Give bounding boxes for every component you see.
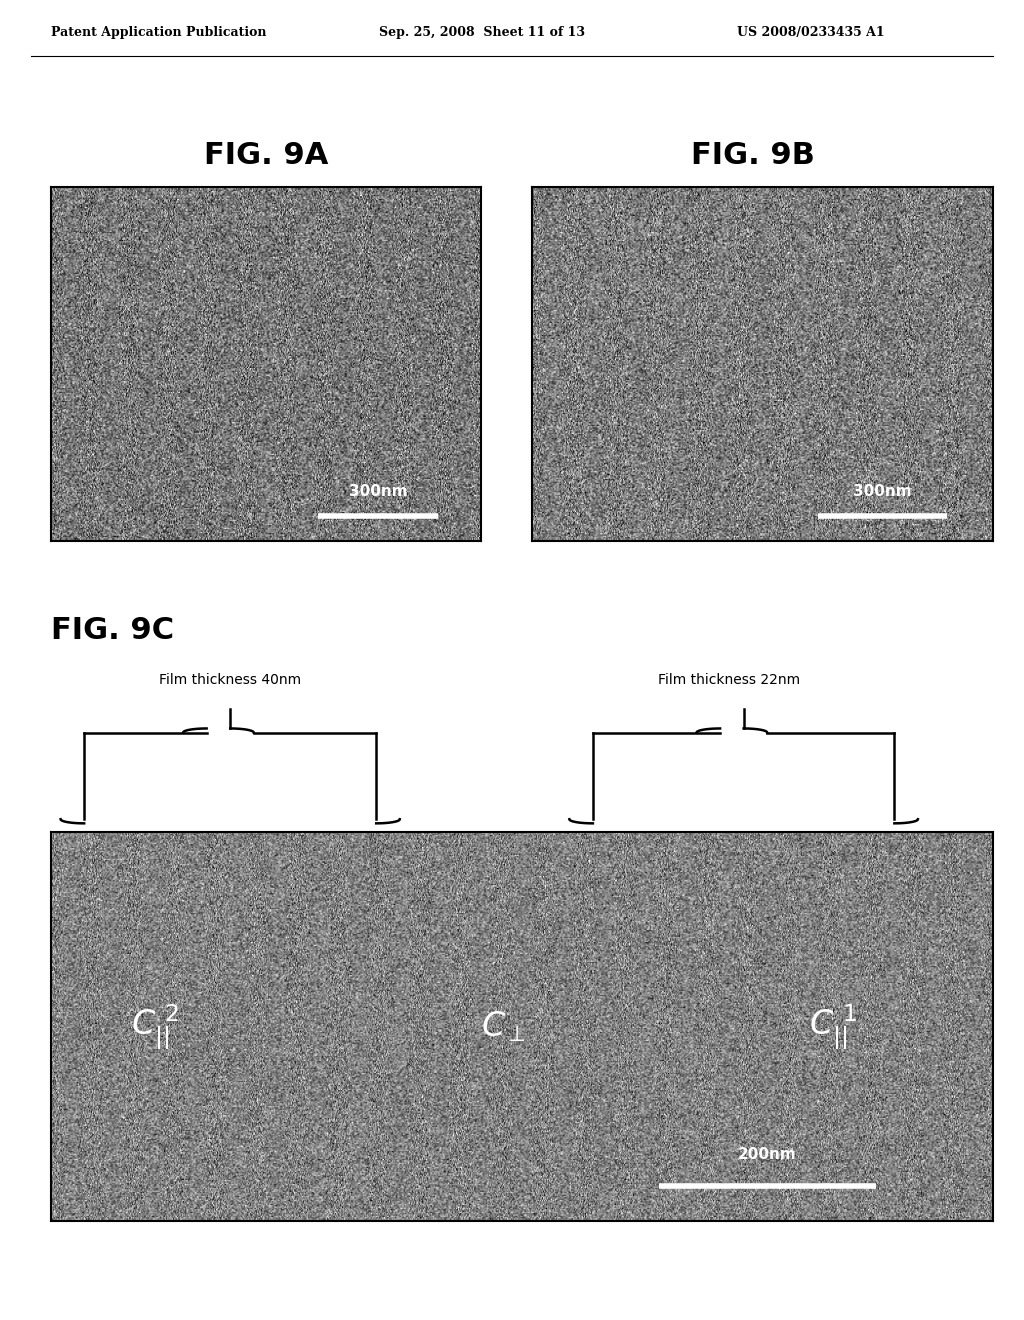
Text: 300nm: 300nm	[349, 484, 408, 499]
Text: 300nm: 300nm	[853, 484, 912, 499]
Text: 200nm: 200nm	[738, 1147, 797, 1163]
Text: $C_{||}^{\ 2}$: $C_{||}^{\ 2}$	[131, 1002, 179, 1051]
Text: FIG. 9C: FIG. 9C	[51, 616, 174, 644]
Text: $C_{||}^{\ 1}$: $C_{||}^{\ 1}$	[809, 1002, 857, 1051]
Text: FIG. 9A: FIG. 9A	[204, 141, 329, 169]
Text: $C_{\perp}$: $C_{\perp}$	[481, 1008, 526, 1044]
Text: Patent Application Publication: Patent Application Publication	[51, 26, 266, 40]
Text: Film thickness 40nm: Film thickness 40nm	[159, 673, 301, 686]
Text: US 2008/0233435 A1: US 2008/0233435 A1	[737, 26, 885, 40]
Text: Sep. 25, 2008  Sheet 11 of 13: Sep. 25, 2008 Sheet 11 of 13	[379, 26, 585, 40]
Text: FIG. 9B: FIG. 9B	[691, 141, 814, 169]
Text: Film thickness 22nm: Film thickness 22nm	[658, 673, 801, 686]
